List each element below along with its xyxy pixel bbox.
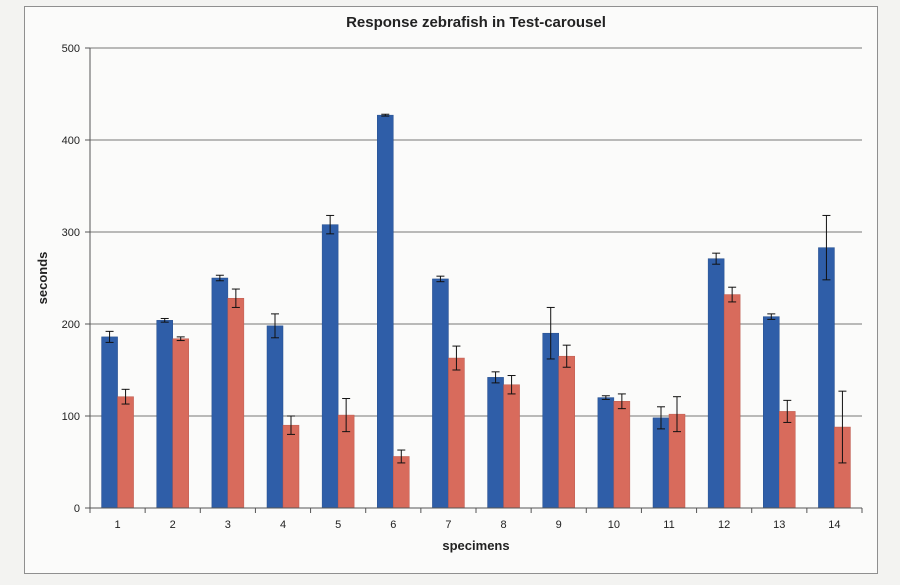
bar (558, 355, 575, 509)
bar (393, 456, 410, 509)
x-tick-label: 11 (663, 519, 674, 531)
x-tick-label: 6 (390, 519, 396, 531)
bar (156, 320, 173, 509)
x-tick-label: 4 (280, 519, 286, 531)
bar (818, 247, 835, 509)
y-tick-label: 300 (62, 227, 80, 239)
x-tick-label: 3 (225, 519, 231, 531)
bar (487, 377, 504, 509)
bar (613, 401, 631, 509)
bar (448, 357, 465, 509)
x-axis-title: specimens (442, 538, 509, 553)
bar (723, 294, 741, 509)
bar (652, 417, 670, 509)
bar (282, 424, 300, 509)
bar (117, 396, 134, 509)
bar (321, 224, 339, 509)
bar (377, 114, 394, 509)
x-tick-label: 10 (608, 519, 620, 531)
x-tick-label: 12 (718, 519, 730, 531)
bar (101, 336, 118, 509)
bar (707, 258, 725, 509)
y-tick-label: 500 (62, 43, 80, 55)
x-tick-label: 7 (445, 519, 451, 531)
y-tick-label: 100 (62, 411, 80, 423)
x-tick-label: 13 (773, 519, 785, 531)
error-bars-layer (105, 113, 847, 464)
x-tick-label: 1 (115, 519, 121, 531)
x-tick-label: 8 (501, 519, 507, 531)
chart-title: Response zebrafish in Test-carousel (346, 14, 606, 31)
bar (227, 297, 245, 509)
bars-layer (101, 114, 851, 509)
x-tick-label: 9 (556, 519, 562, 531)
y-tick-label: 200 (62, 319, 80, 331)
y-tick-label: 400 (62, 135, 80, 147)
bar (763, 316, 780, 509)
bar (211, 277, 229, 509)
bar (597, 397, 615, 509)
bar (172, 338, 189, 509)
bar (432, 278, 449, 509)
x-tick-label: 5 (335, 519, 341, 531)
x-tick-label: 14 (828, 519, 840, 531)
bar (503, 384, 520, 509)
bar (779, 411, 796, 509)
y-axis-title: seconds (35, 252, 50, 305)
grid-layer (90, 47, 862, 417)
x-tick-label: 2 (170, 519, 176, 531)
bar (266, 325, 284, 509)
y-tick-label: 0 (74, 503, 80, 515)
